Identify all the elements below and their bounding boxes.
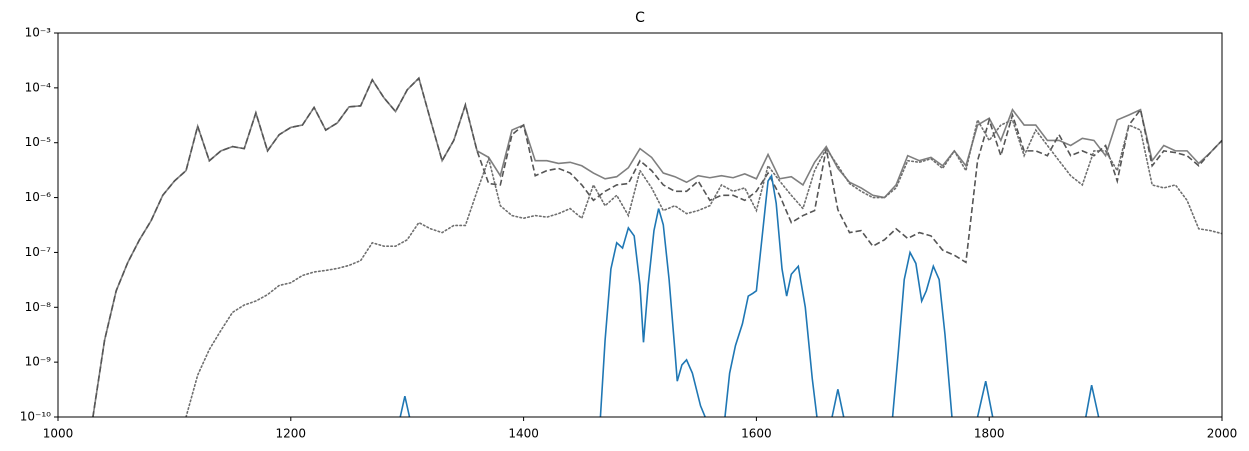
x-tick-label: 1600 xyxy=(741,427,772,441)
y-tick-label: 10⁻⁹ xyxy=(25,355,52,369)
y-tick-label: 10⁻⁵ xyxy=(25,135,52,149)
axes-frame xyxy=(57,32,1223,418)
y-tick-label: 10⁻⁶ xyxy=(25,190,52,204)
x-tick-label: 1000 xyxy=(43,427,74,441)
chart-title: C xyxy=(635,10,645,26)
plot-area xyxy=(92,76,1222,417)
x-tick-label: 1400 xyxy=(508,427,539,441)
y-tick-label: 10⁻⁷ xyxy=(25,245,52,259)
x-tick-label: 1800 xyxy=(974,427,1005,441)
x-tick-label: 1200 xyxy=(276,427,307,441)
y-tick-label: 10⁻⁸ xyxy=(25,300,52,314)
series-line xyxy=(92,76,1222,417)
y-tick-label: 10⁻³ xyxy=(25,26,52,40)
y-tick-label: 10⁻⁴ xyxy=(25,80,52,94)
series-line xyxy=(399,173,1100,417)
y-tick-label: 10⁻¹⁰ xyxy=(20,410,51,424)
x-tick-label: 2000 xyxy=(1207,427,1238,441)
series-line xyxy=(185,117,1222,417)
